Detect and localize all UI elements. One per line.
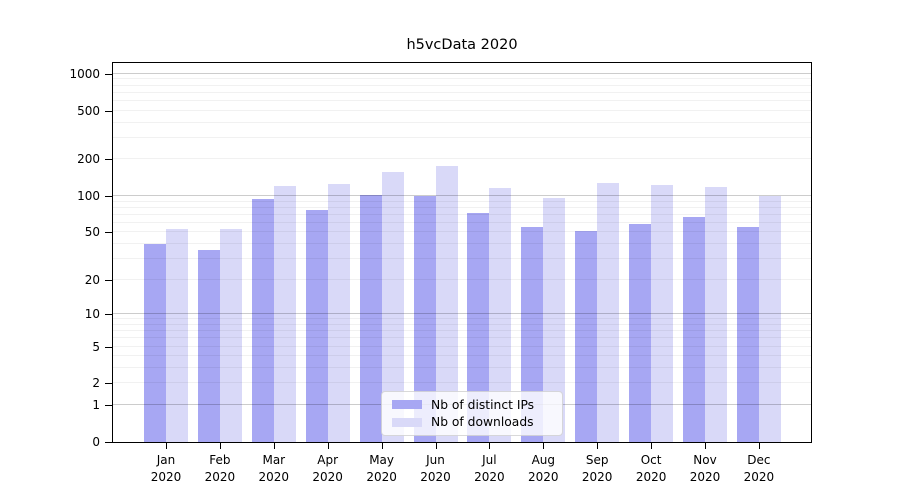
y-axis-tick-mark — [105, 442, 112, 443]
x-axis-tick-mark — [381, 443, 383, 449]
bar-distinct-ips-jun — [413, 195, 436, 442]
x-axis-tick-mark — [273, 443, 275, 449]
x-axis-label-may: May 2020 — [366, 453, 397, 484]
y-axis-tick-mark — [105, 279, 112, 281]
x-axis-label-aug: Aug 2020 — [528, 453, 559, 484]
x-axis-tick-mark — [166, 443, 167, 449]
x-axis-label-mar: Mar 2020 — [258, 453, 290, 484]
y-axis-tick-label: 200 — [77, 152, 100, 167]
plot-area: Nb of distinct IPs Nb of downloads — [112, 62, 812, 443]
y-axis-tick-mark — [105, 196, 112, 197]
bar-downloads-sep — [597, 182, 620, 442]
bar-distinct-ips-may — [359, 195, 382, 442]
x-axis-tick-mark — [435, 443, 437, 449]
bar-distinct-ips-sep — [575, 231, 598, 442]
bar-downloads-aug — [543, 198, 566, 442]
legend: Nb of distinct IPs Nb of downloads — [381, 391, 563, 436]
y-axis-tick-label: 100 — [77, 189, 100, 203]
x-axis-tick-mark — [489, 443, 491, 449]
x-axis-tick-mark — [705, 443, 706, 449]
y-axis-tick-mark — [105, 314, 112, 316]
x-axis-label-sep: Sep 2020 — [581, 453, 613, 484]
legend-item-downloads: Nb of downloads — [392, 415, 552, 429]
bar-downloads-nov — [705, 187, 727, 442]
x-axis-label-jul: Jul 2020 — [474, 453, 505, 484]
y-axis-tick-mark — [105, 383, 112, 385]
bar-downloads-apr — [327, 183, 350, 442]
x-axis-label-jan: Jan 2020 — [150, 453, 182, 484]
legend-item-distinct-ips: Nb of distinct IPs — [392, 398, 552, 412]
x-axis-label-nov: Nov 2020 — [689, 453, 721, 484]
bar-downloads-jun — [435, 166, 458, 442]
bar-distinct-ips-nov — [683, 217, 705, 442]
legend-swatch-downloads — [392, 417, 422, 427]
y-axis-tick-label: 1000 — [69, 66, 100, 81]
bar-distinct-ips-mar — [251, 198, 274, 442]
y-axis-tick-mark — [105, 346, 112, 348]
bar-downloads-feb — [219, 229, 242, 442]
x-axis-tick-mark — [327, 443, 329, 449]
x-axis-tick-mark — [651, 443, 653, 449]
y-axis-tick-label: 50 — [84, 225, 100, 240]
x-axis-tick-mark — [597, 443, 599, 449]
y-axis-tick-label: 500 — [77, 103, 100, 118]
bar-downloads-jan — [166, 229, 188, 442]
y-axis-tick-label: 2 — [92, 376, 100, 391]
y-axis-tick-mark — [105, 159, 112, 161]
bar-distinct-ips-oct — [629, 223, 652, 442]
bar-downloads-may — [381, 172, 404, 442]
y-axis-tick-mark — [105, 73, 112, 75]
bar-distinct-ips-feb — [197, 249, 220, 442]
y-axis-tick-mark — [105, 232, 112, 234]
bar-distinct-ips-aug — [521, 226, 544, 442]
legend-label-distinct-ips: Nb of distinct IPs — [431, 397, 535, 412]
bar-distinct-ips-jul — [467, 213, 490, 442]
x-axis-tick-mark — [219, 443, 221, 449]
x-axis-label-dec: Dec 2020 — [743, 453, 775, 484]
bar-downloads-mar — [273, 186, 296, 442]
bar-downloads-oct — [651, 184, 674, 442]
x-axis-tick-mark — [543, 443, 545, 449]
x-axis-label-jun: Jun 2020 — [420, 453, 451, 484]
bars-layer — [113, 63, 811, 442]
y-axis-tick-label: 0 — [92, 435, 100, 449]
chart-title: h5vcData 2020 — [406, 37, 518, 53]
y-axis-tick-label: 10 — [84, 307, 100, 322]
y-axis-tick-mark — [105, 110, 112, 112]
y-axis-tick-label: 20 — [84, 272, 100, 287]
legend-swatch-distinct-ips — [392, 400, 422, 410]
bar-distinct-ips-apr — [305, 209, 328, 442]
y-axis-tick-label: 5 — [92, 339, 100, 354]
bar-downloads-dec — [758, 195, 781, 442]
bar-distinct-ips-jan — [144, 244, 166, 442]
y-axis-tick-mark — [105, 405, 112, 407]
y-axis-tick-label: 1 — [92, 398, 100, 413]
x-axis-tick-mark — [758, 443, 760, 449]
x-axis-label-oct: Oct 2020 — [635, 453, 667, 484]
legend-label-downloads: Nb of downloads — [431, 415, 534, 430]
x-axis-label-feb: Feb 2020 — [204, 453, 236, 484]
bar-distinct-ips-dec — [736, 227, 759, 442]
x-axis-label-apr: Apr 2020 — [312, 453, 343, 484]
bar-downloads-jul — [489, 187, 512, 442]
